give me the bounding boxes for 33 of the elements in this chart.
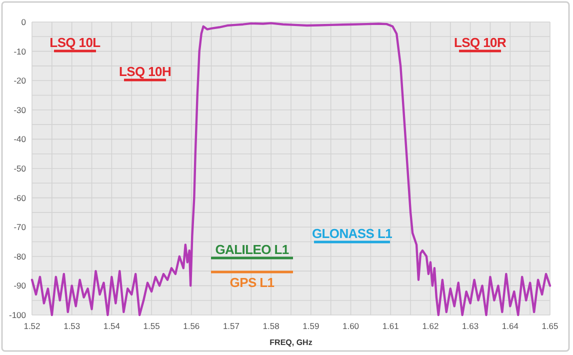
y-tick-label: -10 [14, 46, 26, 56]
annotation: GALILEO L1 [215, 242, 289, 257]
x-tick-label: 1.65 [542, 321, 559, 331]
annotation: GPS L1 [230, 275, 274, 290]
x-tick-label: 1.56 [183, 321, 200, 331]
x-tick-label: 1.57 [222, 321, 240, 331]
x-tick-label: 1.63 [462, 321, 479, 331]
annotation: LSQ 10H [118, 64, 172, 79]
x-axis-title: FREQ, GHz [270, 338, 312, 347]
x-tick-label: 1.55 [143, 321, 160, 331]
x-tick-label: 1.59 [302, 321, 320, 331]
y-tick-label: -40 [14, 134, 26, 144]
x-tick-label: 1.54 [103, 321, 120, 331]
y-tick-label: 0 [21, 17, 26, 27]
x-tick-label: 1.58 [262, 321, 280, 331]
y-tick-label: -50 [14, 164, 26, 174]
x-tick-label: 1.64 [502, 321, 519, 331]
annotation: LSQ 10R [454, 35, 507, 50]
y-tick-label: -80 [14, 251, 26, 262]
y-tick-label: -90 [14, 280, 26, 291]
x-tick-label: 1.53 [64, 321, 80, 331]
y-tick-label: -100 [8, 310, 26, 320]
y-tick-label: -30 [14, 104, 26, 115]
x-tick-label: 1.62 [422, 321, 440, 331]
y-tick-label: -20 [14, 76, 26, 86]
x-tick-label: 1.61 [382, 321, 400, 331]
line-series [30, 22, 552, 316]
y-tick-label: -60 [14, 192, 26, 203]
x-tick-label: 1.60 [342, 321, 360, 331]
x-tick-label: 1.52 [24, 321, 41, 331]
annotation: GLONASS L1 [312, 226, 392, 241]
y-tick-label: -70 [14, 222, 26, 232]
annotation: LSQ 10L [50, 35, 101, 50]
